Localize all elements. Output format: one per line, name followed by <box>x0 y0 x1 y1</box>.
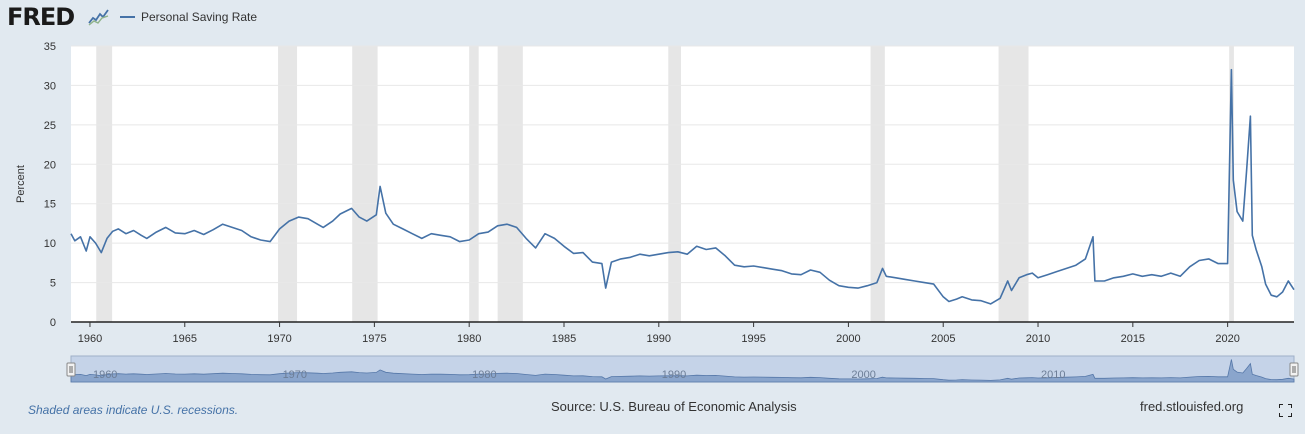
navigator-handle-right[interactable] <box>1289 362 1299 377</box>
x-tick-label: 1990 <box>647 333 671 345</box>
fullscreen-icon[interactable] <box>1279 404 1292 417</box>
y-tick-label: 25 <box>44 120 56 132</box>
y-axis-label: Percent <box>15 165 27 203</box>
recession-band <box>278 46 298 322</box>
x-tick-label: 2015 <box>1121 333 1145 345</box>
recession-band <box>668 46 681 322</box>
recession-band <box>870 46 885 322</box>
x-tick-label: 1960 <box>78 333 102 345</box>
recession-band <box>1229 46 1234 322</box>
chart-header: FRED Personal Saving Rate <box>0 0 1305 36</box>
x-tick-label: 2020 <box>1215 333 1239 345</box>
x-tick-label: 2000 <box>836 333 860 345</box>
axes: 0 5 10 15 20 25 30 35 1960 1965 1970 1975 1980 1985 19… <box>44 41 1294 345</box>
legend-label: Personal Saving Rate <box>141 10 258 24</box>
recession-band <box>352 46 378 322</box>
x-tick-label: 1970 <box>267 333 291 345</box>
fred-logo[interactable]: FRED <box>7 3 75 31</box>
recession-band <box>497 46 523 322</box>
navigator-label: 1980 <box>472 369 496 381</box>
x-tick-label: 2010 <box>1026 333 1050 345</box>
recession-note: Shaded areas indicate U.S. recessions. <box>28 403 239 417</box>
chart-legend[interactable]: Personal Saving Rate <box>120 10 257 24</box>
navigator-series <box>70 359 1295 383</box>
recession-band <box>998 46 1029 322</box>
navigator-label: 2010 <box>1041 369 1065 381</box>
series-group <box>70 68 1295 305</box>
x-tick-label: 1980 <box>457 333 481 345</box>
y-tick-label: 20 <box>44 159 56 171</box>
plot-background <box>71 46 1294 322</box>
legend-swatch <box>120 16 135 18</box>
site-link[interactable]: fred.stlouisfed.org <box>1140 399 1244 414</box>
recession-band <box>96 46 113 322</box>
y-tick-label: 0 <box>50 317 56 329</box>
navigator-label: 2000 <box>851 369 875 381</box>
source-text: Source: U.S. Bureau of Economic Analysis <box>551 399 797 414</box>
series-line[interactable] <box>70 68 1295 305</box>
navigator-handle-left[interactable] <box>66 362 76 377</box>
y-tick-label: 15 <box>44 199 56 211</box>
x-tick-label: 1995 <box>741 333 765 345</box>
navigator-label: 1990 <box>662 369 686 381</box>
x-tick-label: 1985 <box>552 333 576 345</box>
recession-band <box>469 46 479 322</box>
x-tick-label: 1975 <box>362 333 386 345</box>
y-tick-label: 10 <box>44 238 56 250</box>
navigator-label: 1960 <box>93 369 117 381</box>
navigator-label: 1970 <box>283 369 307 381</box>
x-tick-label: 1965 <box>173 333 197 345</box>
x-tick-label: 2005 <box>931 333 955 345</box>
y-tick-label: 5 <box>50 278 56 290</box>
fred-chart-icon <box>88 8 110 26</box>
y-tick-label: 30 <box>44 80 56 92</box>
navigator[interactable]: 1960 1970 1980 1990 2000 2010 <box>66 355 1299 383</box>
y-tick-label: 35 <box>44 41 56 53</box>
